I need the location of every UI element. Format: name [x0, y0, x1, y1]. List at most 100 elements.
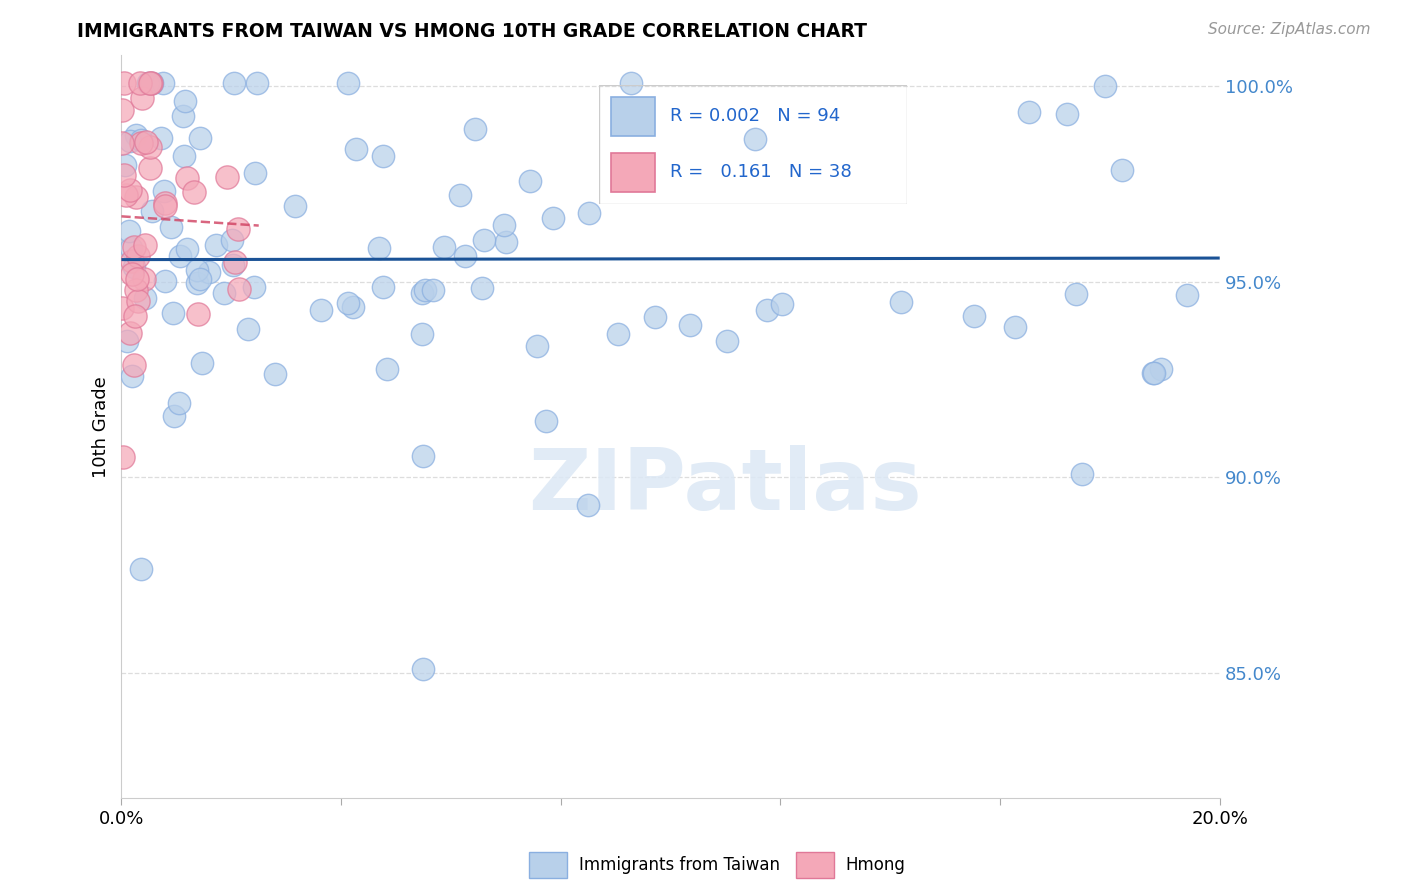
Point: [411, 286, 433, 301]
Point: [176, 242, 198, 256]
Point: [1004, 320, 1026, 334]
Point: [1056, 107, 1078, 121]
Point: [373, 149, 395, 163]
Point: [716, 334, 738, 348]
Point: [543, 211, 565, 226]
Point: [534, 414, 557, 428]
Point: [135, 135, 157, 149]
Point: [578, 206, 600, 220]
Point: [132, 272, 155, 286]
Point: [526, 339, 548, 353]
Point: [371, 280, 394, 294]
Point: [412, 662, 434, 676]
Point: [125, 190, 148, 204]
Point: [139, 76, 162, 90]
Point: [471, 281, 494, 295]
Point: [744, 132, 766, 146]
Point: [449, 188, 471, 202]
Point: [134, 291, 156, 305]
Point: [118, 223, 141, 237]
Point: [127, 249, 149, 263]
Point: [679, 318, 702, 333]
Point: [309, 302, 332, 317]
Point: [284, 199, 307, 213]
Point: [186, 262, 208, 277]
Text: Immigrants from Taiwan: Immigrants from Taiwan: [579, 856, 780, 874]
Point: [492, 218, 515, 232]
Point: [342, 300, 364, 314]
Point: [495, 235, 517, 249]
Point: [644, 310, 666, 324]
Point: [1150, 361, 1173, 376]
Point: [138, 76, 160, 90]
Point: [110, 103, 132, 118]
Point: [173, 148, 195, 162]
Point: [111, 301, 134, 315]
Point: [464, 122, 486, 136]
Point: [111, 136, 134, 150]
Point: [125, 283, 148, 297]
Point: [222, 258, 245, 272]
Point: [576, 498, 599, 512]
Point: [519, 174, 541, 188]
Point: [173, 109, 195, 123]
Point: [124, 309, 146, 323]
Point: [131, 91, 153, 105]
Point: [368, 241, 391, 255]
Point: [1018, 104, 1040, 119]
Point: [215, 170, 238, 185]
Point: [236, 322, 259, 336]
Point: [344, 143, 367, 157]
Point: [139, 140, 162, 154]
Point: [191, 356, 214, 370]
Point: [176, 171, 198, 186]
Point: [134, 238, 156, 252]
Point: [1175, 288, 1198, 302]
Point: [1094, 79, 1116, 94]
Point: [222, 76, 245, 90]
Point: [139, 161, 162, 175]
Point: [131, 133, 153, 147]
Point: [246, 76, 269, 90]
Point: [413, 283, 436, 297]
Point: [187, 307, 209, 321]
Point: [454, 249, 477, 263]
Point: [243, 280, 266, 294]
Point: [1142, 366, 1164, 380]
Point: [472, 233, 495, 247]
Point: [127, 294, 149, 309]
Point: [112, 168, 135, 182]
Point: [129, 562, 152, 576]
Point: [129, 76, 152, 90]
Point: [120, 326, 142, 340]
Point: [152, 76, 174, 90]
Point: [188, 131, 211, 145]
Point: [121, 267, 143, 281]
Point: [122, 358, 145, 372]
Point: [228, 222, 250, 236]
Point: [118, 134, 141, 148]
Point: [121, 369, 143, 384]
FancyBboxPatch shape: [530, 853, 568, 878]
Point: [1064, 287, 1087, 301]
Point: [152, 184, 174, 198]
Point: [205, 238, 228, 252]
Point: [141, 76, 163, 90]
Point: [118, 183, 141, 197]
FancyBboxPatch shape: [796, 853, 834, 878]
Text: ZIPatlas: ZIPatlas: [529, 444, 922, 527]
Point: [112, 76, 135, 90]
Point: [963, 309, 986, 323]
Point: [155, 199, 177, 213]
Point: [1071, 467, 1094, 481]
Point: [129, 136, 152, 150]
Point: [155, 275, 177, 289]
Y-axis label: 10th Grade: 10th Grade: [93, 376, 110, 477]
Point: [337, 296, 360, 310]
Point: [141, 204, 163, 219]
Text: IMMIGRANTS FROM TAIWAN VS HMONG 10TH GRADE CORRELATION CHART: IMMIGRANTS FROM TAIWAN VS HMONG 10TH GRA…: [77, 22, 868, 41]
Point: [125, 128, 148, 142]
Point: [412, 449, 434, 463]
Point: [890, 294, 912, 309]
Point: [375, 362, 398, 376]
